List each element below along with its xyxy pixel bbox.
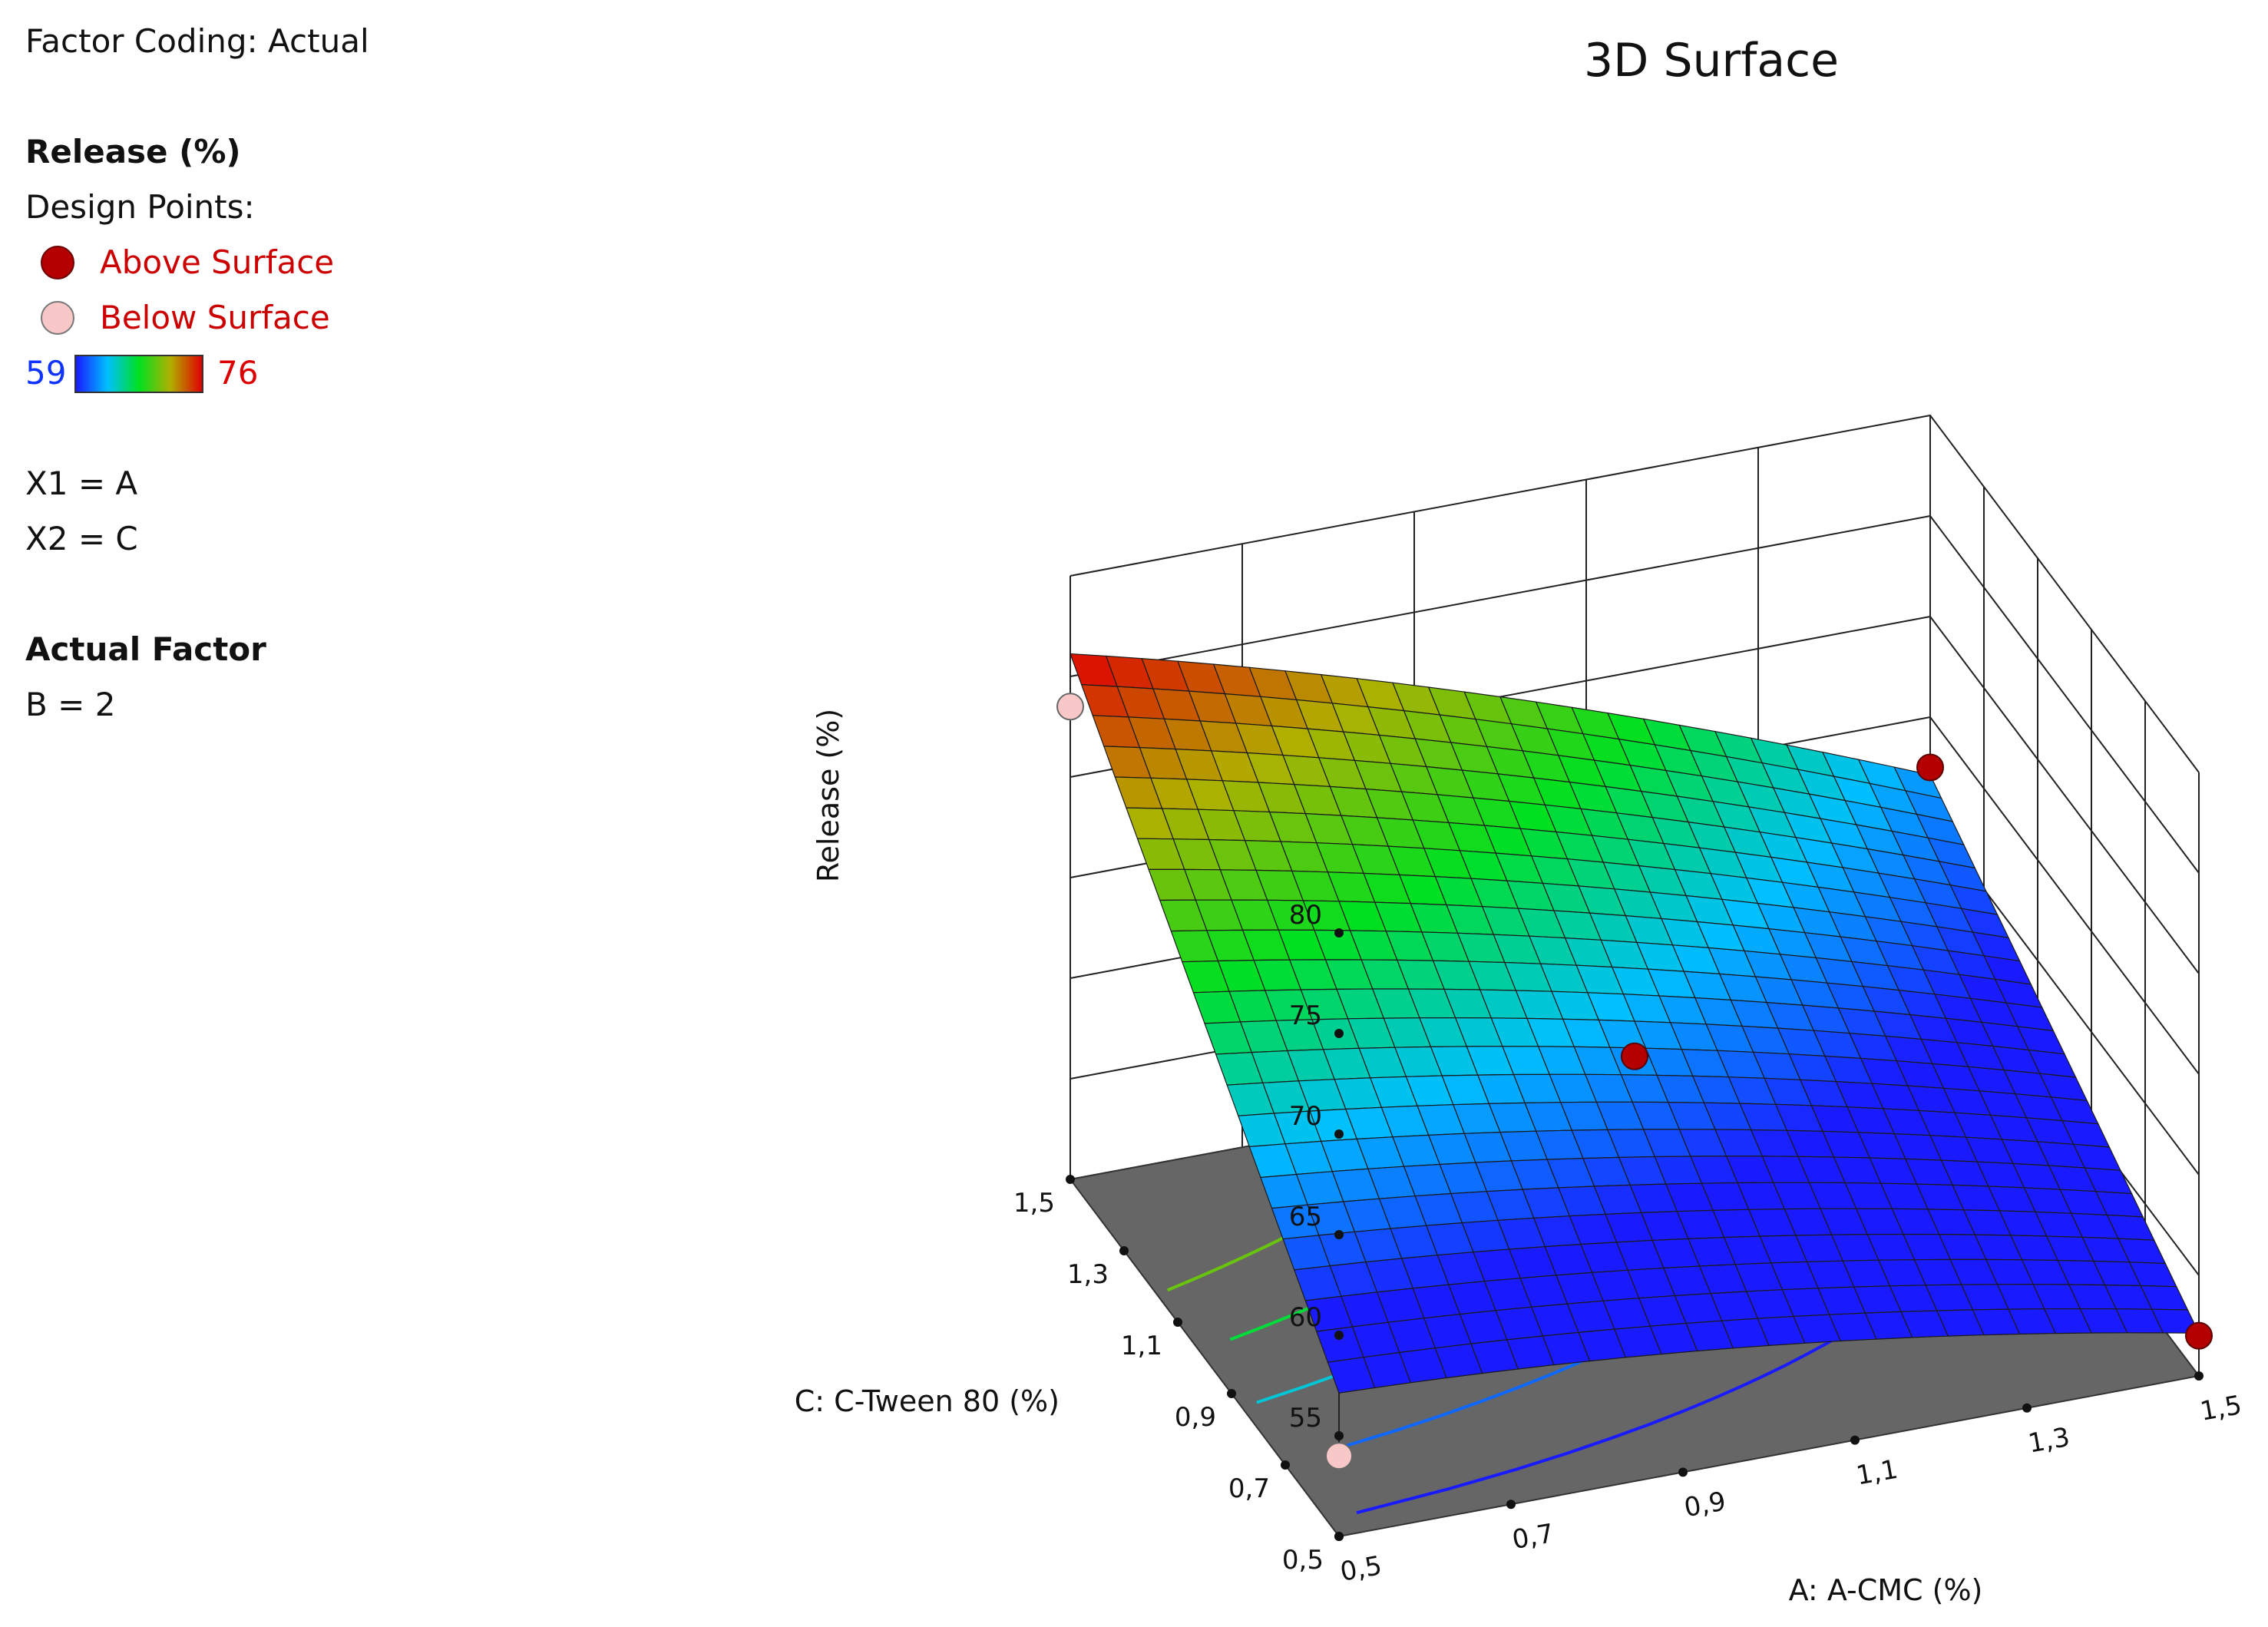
tick-mark xyxy=(1334,1029,1344,1038)
color-scale: 59 76 xyxy=(25,346,369,401)
tick-mark xyxy=(1227,1389,1236,1398)
tick-mark xyxy=(2194,1371,2204,1381)
legend-panel: Factor Coding: Actual Release (%) Design… xyxy=(25,14,369,732)
z-tick-label: 55 xyxy=(1289,1403,1322,1434)
above-surface-label: Above Surface xyxy=(100,243,335,281)
c-tick-label: 1,1 xyxy=(1121,1331,1162,1361)
tick-mark xyxy=(1334,1129,1344,1139)
z-tick-label: 80 xyxy=(1289,900,1322,931)
x2-mapping: X2 = C xyxy=(25,520,138,557)
x1-mapping: X1 = A xyxy=(25,465,138,502)
c-tick-label: 0,7 xyxy=(1228,1473,1270,1504)
a-tick-label: 0,7 xyxy=(1510,1518,1556,1556)
tick-mark xyxy=(1066,1175,1075,1184)
design-points-label: Design Points: xyxy=(25,188,255,226)
design-point-below xyxy=(1056,693,1084,721)
z-tick-label: 65 xyxy=(1289,1202,1322,1232)
tick-mark xyxy=(1334,1431,1344,1440)
a-tick-label: 1,5 xyxy=(2198,1390,2244,1427)
z-tick-label: 75 xyxy=(1289,1000,1322,1031)
a-tick-label: 0,9 xyxy=(1682,1486,1728,1523)
axis-labels: A: A-CMC (%) C: C-Tween 80 (%) Release (%) xyxy=(795,709,1983,1607)
response-name: Release (%) xyxy=(25,133,241,170)
z-tick-label: 70 xyxy=(1289,1101,1322,1132)
a-tick-label: 1,1 xyxy=(1854,1454,1900,1492)
design-point-above xyxy=(1916,753,1944,782)
response-surface xyxy=(1070,653,2200,1394)
c-tick-label: 1,3 xyxy=(1067,1259,1109,1290)
legend-below-surface: Below Surface xyxy=(25,290,369,346)
z-tick-label: 60 xyxy=(1289,1302,1322,1333)
tick-mark xyxy=(1506,1500,1516,1510)
a-tick-label: 0,5 xyxy=(1338,1550,1384,1588)
x-axis-label: A: A-CMC (%) xyxy=(1789,1573,1983,1607)
tick-mark xyxy=(1334,1532,1344,1541)
chart-title: 3D Surface xyxy=(1584,34,1840,88)
a-tick-label: 1,3 xyxy=(2026,1422,2072,1460)
tick-mark xyxy=(1334,928,1344,938)
design-point-below xyxy=(1325,1442,1353,1470)
tick-mark xyxy=(1173,1318,1182,1327)
tick-mark xyxy=(2022,1403,2032,1413)
design-points xyxy=(1056,693,2213,1470)
design-point-above xyxy=(2185,1321,2213,1350)
axes: 55 60 65 70 75 80 0,5 0,7 0,9 1,1 1,3 1,5 0,5 0,7 0,9 1… xyxy=(1013,900,2244,1588)
tick-mark xyxy=(1334,1331,1344,1340)
tick-mark xyxy=(1119,1246,1129,1255)
color-scale-min: 59 xyxy=(25,354,67,392)
y-axis-label: C: C-Tween 80 (%) xyxy=(795,1384,1060,1418)
tick-mark xyxy=(1281,1460,1290,1470)
c-tick-label: 0,5 xyxy=(1282,1545,1324,1576)
above-surface-marker-icon xyxy=(41,246,74,279)
color-scale-max: 76 xyxy=(217,354,259,392)
tick-mark xyxy=(1850,1435,1860,1445)
legend-above-surface: Above Surface xyxy=(25,235,369,290)
below-surface-label: Below Surface xyxy=(100,299,330,336)
z-axis-label: Release (%) xyxy=(812,709,845,882)
c-tick-label: 0,9 xyxy=(1175,1402,1216,1433)
tick-mark xyxy=(1334,1230,1344,1239)
below-surface-marker-icon xyxy=(41,301,74,335)
actual-factor-value: B = 2 xyxy=(25,686,116,723)
design-point-above xyxy=(1621,1042,1648,1070)
actual-factor-heading: Actual Factor xyxy=(25,630,266,668)
factor-coding-label: Factor Coding: Actual xyxy=(25,22,369,60)
tick-mark xyxy=(1678,1467,1688,1477)
color-scale-bar xyxy=(74,355,203,393)
c-tick-label: 1,5 xyxy=(1013,1188,1055,1219)
